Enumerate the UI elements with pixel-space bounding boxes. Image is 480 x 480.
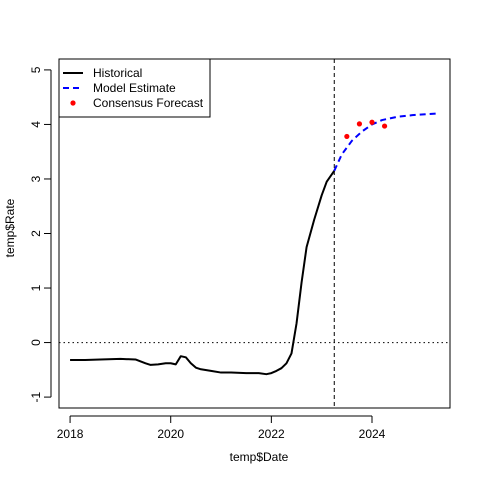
x-tick-label: 2018 xyxy=(57,427,84,441)
x-tick-label: 2020 xyxy=(157,427,184,441)
y-axis-label: temp$Rate xyxy=(3,198,17,257)
y-tick-label: -1 xyxy=(29,391,43,402)
y-tick-label: 1 xyxy=(29,284,43,291)
y-tick-label: 0 xyxy=(29,339,43,346)
legend-label: Consensus Forecast xyxy=(93,96,204,110)
y-tick-label: 2 xyxy=(29,230,43,237)
y-tick-label: 5 xyxy=(29,66,43,73)
y-tick-label: 3 xyxy=(29,175,43,182)
model-estimate-line xyxy=(333,112,438,172)
forecast-point xyxy=(369,119,375,125)
forecast-point xyxy=(344,133,350,140)
x-tick-label: 2022 xyxy=(258,427,285,441)
forecast-point xyxy=(381,123,388,129)
legend-label: Historical xyxy=(93,66,142,80)
legend-label: Model Estimate xyxy=(93,81,176,95)
historical-line xyxy=(70,170,336,376)
legend-box xyxy=(58,58,211,118)
x-axis-label: temp$Date xyxy=(230,450,289,464)
plot-frame xyxy=(58,58,451,409)
y-tick-label: 4 xyxy=(29,121,43,128)
forecast-point xyxy=(356,121,363,127)
legend-swatch xyxy=(70,100,76,106)
x-tick-label: 2024 xyxy=(359,427,386,441)
